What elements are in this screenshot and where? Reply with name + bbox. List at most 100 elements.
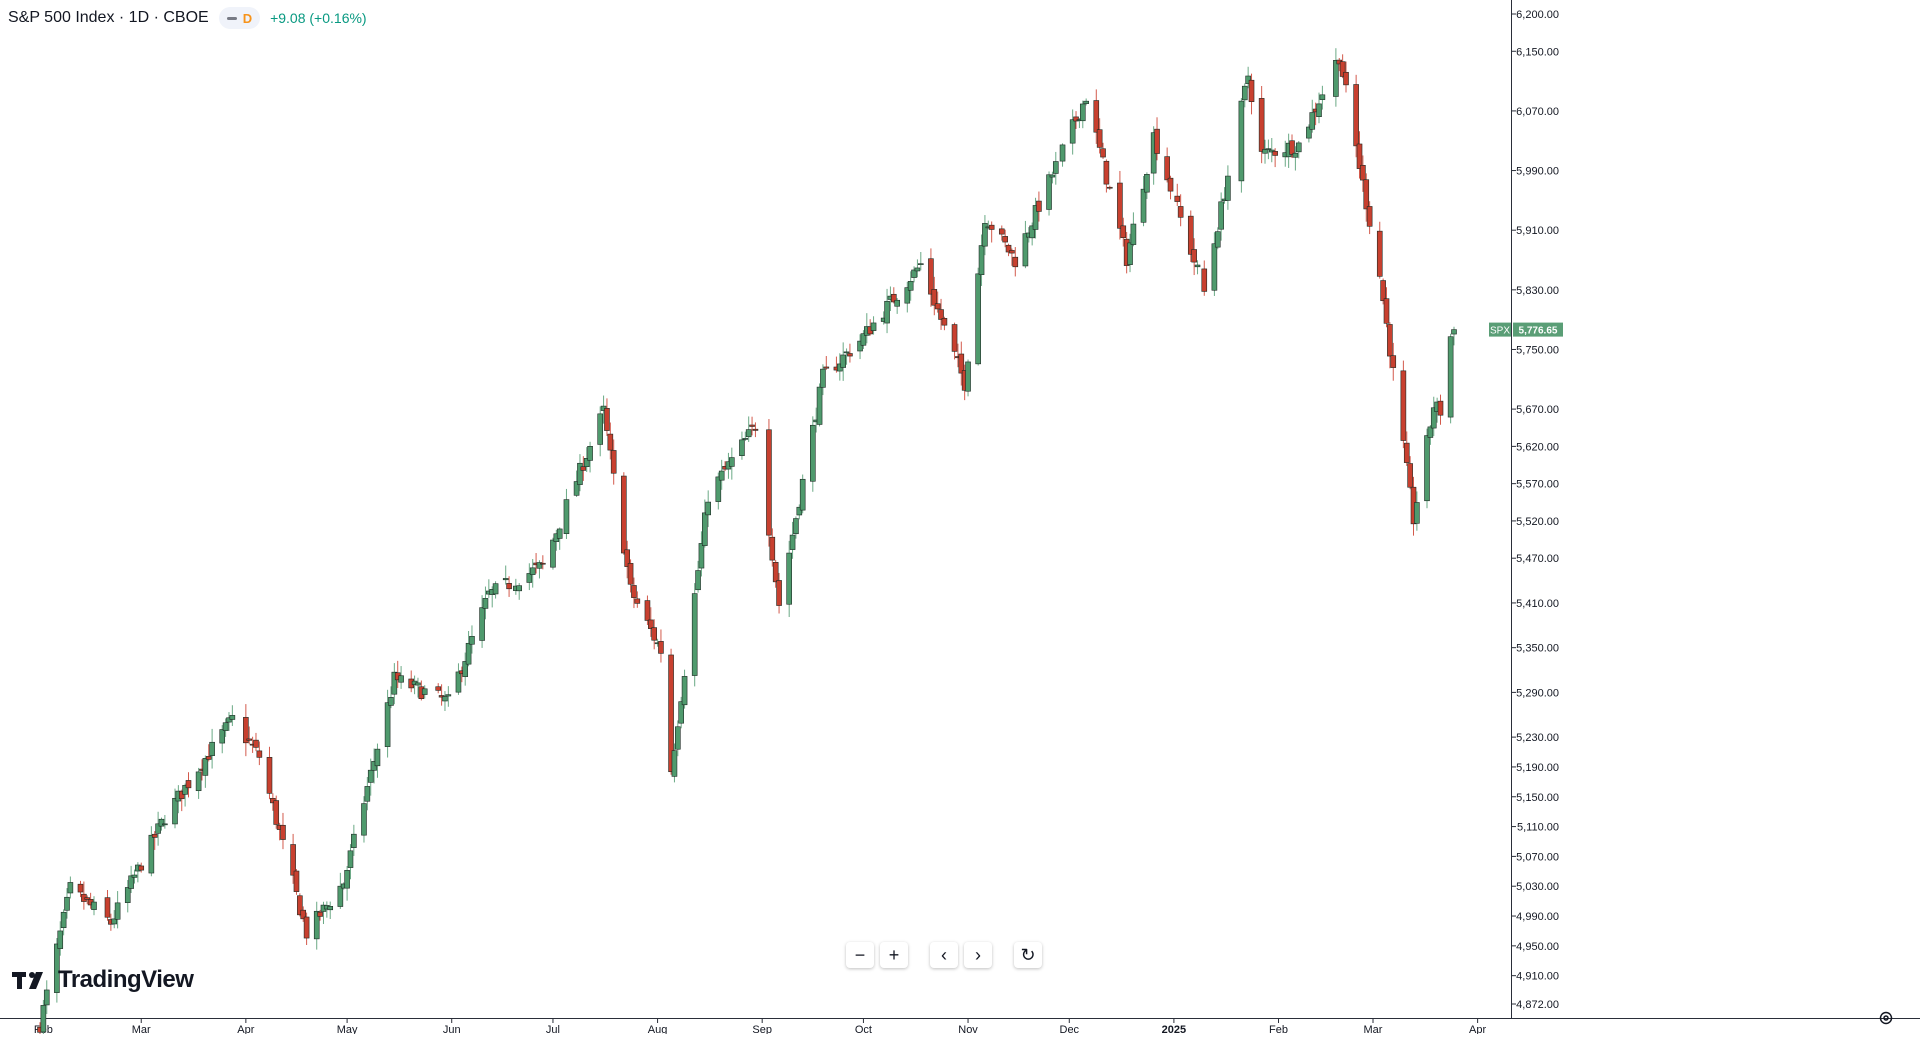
candle bbox=[1262, 139, 1268, 164]
candle-up-body bbox=[482, 598, 489, 609]
reset-chart-button[interactable]: ↻ bbox=[1014, 942, 1042, 968]
candle-down-body bbox=[1177, 206, 1184, 218]
candle bbox=[1414, 491, 1420, 531]
delay-badge[interactable]: D bbox=[218, 7, 261, 29]
candle-up-body bbox=[1052, 161, 1059, 174]
candle bbox=[894, 298, 900, 314]
candle bbox=[624, 540, 630, 579]
candle-down-body bbox=[1258, 98, 1265, 152]
candle bbox=[1390, 342, 1397, 381]
candle-down-body bbox=[1117, 182, 1123, 229]
candle-up-body bbox=[40, 1005, 47, 1033]
candle bbox=[941, 316, 948, 331]
candle bbox=[1451, 326, 1457, 346]
candle-up-body bbox=[462, 661, 469, 677]
candle-up-body bbox=[158, 818, 165, 827]
candle-up-body bbox=[583, 458, 590, 468]
candle-down-body bbox=[1002, 236, 1008, 243]
candle bbox=[1238, 98, 1245, 193]
price-axis-label: 4,872.00 bbox=[1516, 999, 1559, 1011]
candle bbox=[185, 772, 192, 798]
candle-up-body bbox=[367, 769, 374, 783]
candle bbox=[1177, 194, 1184, 227]
candle bbox=[1292, 146, 1299, 171]
candle-up-body bbox=[155, 823, 161, 834]
candle-down-body bbox=[435, 686, 442, 691]
candle bbox=[462, 652, 469, 686]
candle bbox=[1029, 222, 1035, 246]
candle bbox=[668, 648, 674, 775]
price-axis-label: 5,350.00 bbox=[1516, 643, 1559, 655]
candle-down-body bbox=[185, 780, 192, 789]
price-axis-label: 6,070.00 bbox=[1516, 106, 1559, 118]
candle bbox=[965, 359, 971, 397]
candle-down-body bbox=[634, 598, 641, 604]
candle bbox=[344, 866, 350, 901]
candle-down-body bbox=[928, 258, 934, 295]
candle-down-body bbox=[1187, 215, 1194, 255]
scroll-left-button[interactable]: ‹ bbox=[930, 942, 958, 968]
candle bbox=[1295, 140, 1302, 159]
time-axis-label: Apr bbox=[1469, 1024, 1486, 1034]
candle-down-body bbox=[1073, 116, 1079, 122]
candle bbox=[415, 677, 421, 698]
time-axis-label: Nov bbox=[958, 1024, 978, 1034]
gear-icon bbox=[1879, 1011, 1893, 1025]
candle bbox=[648, 607, 654, 637]
candle bbox=[789, 521, 796, 559]
candle bbox=[195, 767, 202, 799]
candle bbox=[820, 364, 826, 396]
candle-up-body bbox=[1214, 231, 1221, 248]
candle bbox=[303, 912, 310, 945]
candle-up-body bbox=[715, 476, 722, 502]
candle bbox=[155, 811, 161, 846]
candle-up-body bbox=[502, 578, 509, 581]
candle bbox=[226, 712, 232, 732]
candle bbox=[313, 901, 320, 950]
tradingview-logo[interactable]: TradingView bbox=[12, 966, 194, 994]
candle-up-body bbox=[337, 885, 344, 907]
delay-badge-label: D bbox=[242, 10, 253, 26]
candle-up-body bbox=[1333, 60, 1339, 97]
candle bbox=[337, 872, 344, 909]
candle bbox=[1424, 428, 1430, 509]
candle-down-body bbox=[607, 433, 614, 451]
candle bbox=[907, 271, 914, 301]
candle bbox=[77, 880, 84, 898]
scroll-right-button[interactable]: › bbox=[964, 942, 992, 968]
candle bbox=[840, 342, 846, 381]
candle bbox=[536, 560, 543, 579]
candle-up-body bbox=[729, 457, 735, 467]
candle-up-body bbox=[840, 354, 846, 368]
chart-settings-button[interactable] bbox=[1876, 1008, 1896, 1028]
candle bbox=[1383, 287, 1390, 328]
candle bbox=[651, 619, 657, 650]
zoom-out-button[interactable]: − bbox=[846, 942, 874, 968]
candle-up-body bbox=[739, 439, 745, 456]
time-axis-label: May bbox=[337, 1024, 358, 1034]
candle-up-body bbox=[577, 462, 583, 485]
time-axis-label: Jun bbox=[443, 1024, 461, 1034]
candle bbox=[1079, 100, 1086, 129]
candle bbox=[799, 474, 806, 514]
candle-down-body bbox=[1339, 61, 1346, 77]
candle-up-body bbox=[678, 701, 684, 724]
candle-down-body bbox=[317, 911, 323, 917]
price-axis-label: 5,520.00 bbox=[1516, 516, 1559, 528]
zoom-in-button[interactable]: + bbox=[880, 942, 908, 968]
candle-down-body bbox=[1383, 298, 1390, 324]
candle-down-body bbox=[580, 466, 587, 471]
candle-up-body bbox=[209, 741, 215, 756]
candle-down-body bbox=[1437, 400, 1444, 416]
candle-down-body bbox=[951, 324, 958, 352]
tradingview-logo-icon bbox=[12, 972, 43, 989]
candle-up-body bbox=[1309, 112, 1316, 130]
candle bbox=[556, 527, 563, 550]
candle bbox=[506, 576, 512, 597]
candle-up-body bbox=[172, 797, 178, 825]
candle bbox=[384, 689, 391, 758]
candle bbox=[998, 225, 1005, 241]
candle-down-body bbox=[266, 757, 273, 794]
